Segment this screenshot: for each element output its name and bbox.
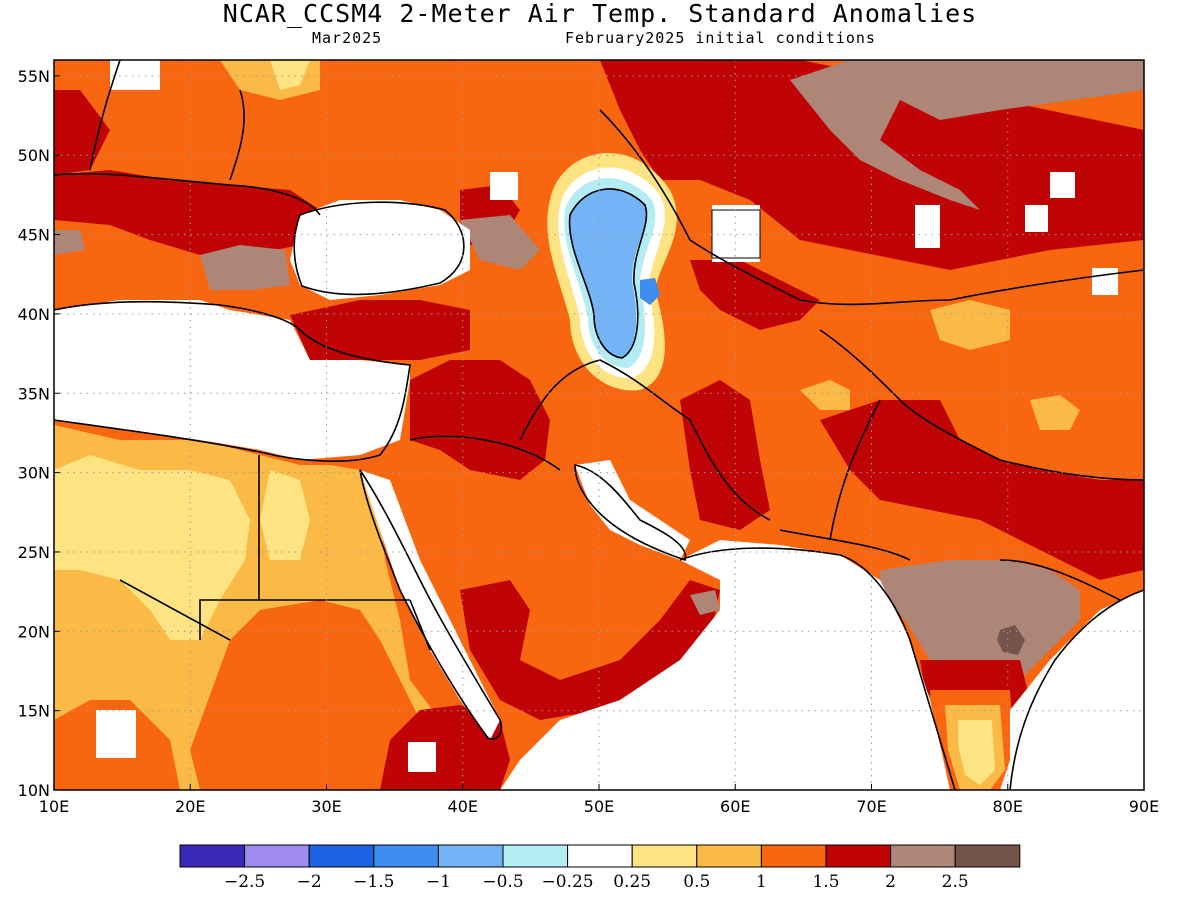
balkhash-white xyxy=(915,205,940,248)
lake-white-2 xyxy=(1050,172,1075,198)
map-title: NCAR_CCSM4 2-Meter Air Temp. Standard An… xyxy=(222,0,978,28)
colorbar-swatch xyxy=(502,844,569,868)
initial-conditions-label: February2025 initial conditions xyxy=(565,29,876,47)
arabian-sea xyxy=(500,540,950,790)
colorbar-swatch xyxy=(179,844,246,868)
colorbar-label: −1 xyxy=(426,872,451,892)
lake-white-1 xyxy=(1025,205,1048,232)
italy-brown xyxy=(54,230,85,255)
siberia-brown xyxy=(790,60,1144,210)
y-tick-label: 10N xyxy=(18,781,50,800)
colorbar-swatch xyxy=(631,844,698,868)
x-tick-label: 40E xyxy=(448,797,478,816)
y-tick-label: 15N xyxy=(18,702,50,721)
bay-of-bengal xyxy=(1000,590,1144,790)
india-south-light-yellow xyxy=(958,720,995,785)
tibet-light-orange xyxy=(1030,395,1080,430)
x-axis-ticks: 10E 20E 30E 40E 50E 60E 70E 80E 90E xyxy=(39,784,1159,816)
colorbar-swatch xyxy=(567,844,633,868)
y-tick-label: 55N xyxy=(18,67,50,86)
x-tick-label: 60E xyxy=(720,797,750,816)
colorbar-swatch xyxy=(244,844,310,868)
x-tick-label: 50E xyxy=(584,797,614,816)
colorbar-label: −1.5 xyxy=(353,872,394,892)
iran-red xyxy=(680,380,770,530)
caspian-light-blue xyxy=(569,188,647,358)
y-axis-ticks: 10N 15N 20N 25N 30N 35N 40N 45N 50N 55N xyxy=(18,67,60,800)
egypt-light-yellow xyxy=(260,470,310,560)
pakistan-red xyxy=(820,400,1144,580)
western-europe-red xyxy=(54,90,110,175)
colorbar-label: −2 xyxy=(297,872,322,892)
kazakh-red-south xyxy=(690,260,820,330)
map-plot-area xyxy=(54,60,1144,790)
colorbar-label: 0.25 xyxy=(613,872,651,892)
afghan-light-orange xyxy=(800,380,850,410)
grid-lines xyxy=(54,60,1144,790)
colorbar-swatch xyxy=(825,844,892,868)
y-tick-label: 20N xyxy=(18,622,50,641)
lake-white-6 xyxy=(96,710,136,758)
y-tick-label: 50N xyxy=(18,146,50,165)
colorbar-label: 1.5 xyxy=(812,872,839,892)
black-sea xyxy=(290,200,470,300)
colorbar-label: 2.5 xyxy=(942,872,969,892)
x-tick-label: 20E xyxy=(175,797,205,816)
colorbar-label: −0.25 xyxy=(542,872,594,892)
balkans-brown xyxy=(200,245,290,290)
x-tick-label: 70E xyxy=(856,797,886,816)
colorbar-swatch xyxy=(308,844,375,868)
caucasus-brown xyxy=(460,215,540,270)
colorbar-swatch xyxy=(890,844,956,868)
colorbar-label: 0.5 xyxy=(683,872,710,892)
x-tick-label: 10E xyxy=(39,797,69,816)
oman-brown xyxy=(690,590,720,615)
anatolia-red xyxy=(290,300,470,360)
lake-white-5 xyxy=(408,742,436,772)
sahara-light-yellow xyxy=(54,455,250,640)
x-tick-label: 90E xyxy=(1129,797,1159,816)
india-dark-brown xyxy=(997,625,1025,655)
colorbar-swatch xyxy=(696,844,762,868)
colorbar-swatch xyxy=(954,844,1021,868)
colorbar-swatch xyxy=(437,844,504,868)
lake-white-3 xyxy=(1092,268,1118,295)
colorbar-label: 1 xyxy=(756,872,767,892)
x-tick-label: 80E xyxy=(993,797,1023,816)
y-tick-label: 40N xyxy=(18,305,50,324)
colorbar: −2.5 −2 −1.5 −1 −0.5 −0.25 0.25 0.5 1 1.5 2 2.5 xyxy=(179,844,1021,892)
colorbar-swatch xyxy=(760,844,827,868)
forecast-month: Mar2025 xyxy=(312,29,383,47)
x-tick-label: 30E xyxy=(311,797,341,816)
central-europe-red xyxy=(54,170,320,255)
coastlines xyxy=(54,60,1144,790)
india-brown xyxy=(880,560,1080,680)
sudan-orange xyxy=(190,600,430,790)
y-tick-label: 25N xyxy=(18,543,50,562)
central-asia-light-orange xyxy=(930,300,1010,350)
colorbar-label: −0.5 xyxy=(482,872,523,892)
colorbar-swatch xyxy=(373,844,439,868)
lake-white-4 xyxy=(490,172,518,200)
red-sea xyxy=(360,470,500,740)
lake-white-7 xyxy=(110,60,160,90)
iraq-red xyxy=(410,360,550,480)
mediterranean-sea xyxy=(54,300,410,460)
caspian-blue-spot xyxy=(640,278,660,305)
y-tick-label: 35N xyxy=(18,384,50,403)
y-tick-label: 30N xyxy=(18,464,50,483)
aral-sea-white xyxy=(712,205,760,262)
north-europe-light-yellow xyxy=(270,60,310,90)
y-tick-label: 45N xyxy=(18,226,50,245)
colorbar-label: 2 xyxy=(885,872,896,892)
colorbar-label: −2.5 xyxy=(224,872,265,892)
